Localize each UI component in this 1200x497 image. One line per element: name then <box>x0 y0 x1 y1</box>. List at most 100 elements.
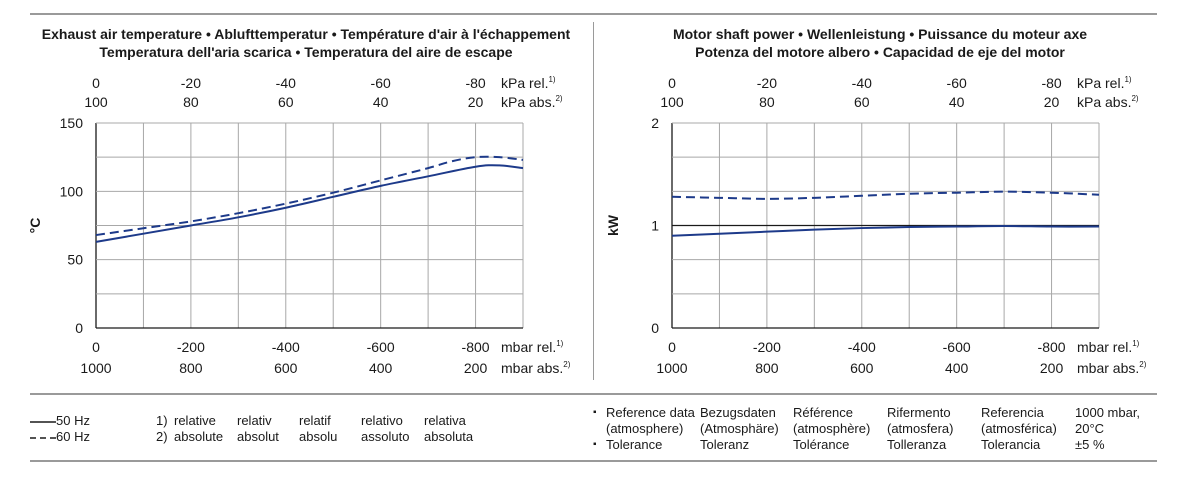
chart-title-line-0: Exhaust air temperature • Ablufttemperat… <box>42 26 571 42</box>
top-tick-abs: 100 <box>660 94 684 110</box>
series-line-60hz <box>671 190 1100 200</box>
series-line-50hz <box>671 225 1100 237</box>
top-tick-rel: -80 <box>1041 75 1061 91</box>
legend-60hz-label: 60 Hz <box>56 429 90 444</box>
y-tick-label: 2 <box>651 115 659 131</box>
bottom-unit-abs: mbar abs.2) <box>501 360 571 376</box>
chart-title-line-1: Temperatura dell'aria scarica • Temperat… <box>99 44 512 60</box>
dashed-line-swatch <box>30 436 56 439</box>
bottom-unit-abs: mbar abs.2) <box>1077 360 1147 376</box>
chart-title-line-0: Motor shaft power • Wellenleistung • Pui… <box>673 26 1087 42</box>
top-tick-abs: 40 <box>949 94 965 110</box>
bottom-tick-rel: -200 <box>753 339 781 355</box>
legend: 50 Hz 60 Hz 1) relative relativ relatif … <box>30 405 1180 453</box>
top-tick-rel: -60 <box>947 75 967 91</box>
bottom-tick-abs: 600 <box>850 360 874 376</box>
bottom-tick-rel: 0 <box>92 339 100 355</box>
y-tick-label: 150 <box>60 115 84 131</box>
reference-en-3: Tolerance <box>606 437 663 452</box>
series-line-60hz <box>95 155 524 237</box>
reference-it-1: Rifermento <box>887 405 951 420</box>
top-tick-rel: -20 <box>757 75 777 91</box>
bottom-rule <box>30 460 1157 462</box>
footnote-1-number: 1) <box>156 413 168 428</box>
bottom-tick-rel: -200 <box>177 339 205 355</box>
footnote-1-en: relative <box>174 413 216 428</box>
footnote-2-fr: absolu <box>299 429 338 444</box>
reference-fr-2: (atmosphère) <box>793 421 871 436</box>
bottom-tick-abs: 800 <box>755 360 779 376</box>
footnote-1-de: relativ <box>237 413 272 428</box>
reference-bullet-1: ▪ <box>593 407 597 418</box>
footnote-2-de: absolut <box>237 429 279 444</box>
top-tick-abs: 80 <box>183 94 199 110</box>
bottom-tick-rel: -600 <box>943 339 971 355</box>
reference-de-2: (Atmosphäre) <box>700 421 779 436</box>
chart-title-line-1: Potenza del motore albero • Capacidad de… <box>695 44 1065 60</box>
bottom-unit-rel: mbar rel.1) <box>1077 339 1140 355</box>
footnote-2-es: absoluta <box>424 429 474 444</box>
top-tick-rel: -40 <box>852 75 872 91</box>
bottom-unit-rel: mbar rel.1) <box>501 339 564 355</box>
bottom-tick-abs: 400 <box>369 360 393 376</box>
top-tick-rel: -60 <box>371 75 391 91</box>
middle-rule <box>30 393 1157 395</box>
footnote-1-it: relativo <box>361 413 403 428</box>
reference-es-1: Referencia <box>981 405 1044 420</box>
top-tick-rel: -80 <box>465 75 485 91</box>
top-unit-rel: kPa rel.1) <box>501 75 556 91</box>
reference-es-3: Tolerancia <box>981 437 1041 452</box>
y-tick-label: 0 <box>651 320 659 336</box>
footnote-2-it: assoluto <box>361 429 410 444</box>
reference-es-2: (atmosférica) <box>981 421 1057 436</box>
top-tick-abs: 20 <box>1044 94 1060 110</box>
series-line-50hz <box>95 164 524 243</box>
panel-divider <box>593 22 594 380</box>
y-tick-label: 1 <box>651 218 659 234</box>
footnote-2-number: 2) <box>156 429 168 444</box>
legend-50hz-label: 50 Hz <box>56 413 90 428</box>
bottom-tick-rel: -800 <box>462 339 490 355</box>
top-tick-abs: 60 <box>278 94 294 110</box>
bottom-tick-rel: -600 <box>367 339 395 355</box>
reference-de-3: Toleranz <box>700 437 750 452</box>
top-tick-abs: 60 <box>854 94 870 110</box>
solid-line-swatch <box>30 420 56 423</box>
bottom-tick-abs: 1000 <box>80 360 111 376</box>
reference-value-3: ±5 % <box>1075 437 1105 452</box>
bottom-tick-abs: 1000 <box>656 360 687 376</box>
bottom-tick-abs: 400 <box>945 360 969 376</box>
bottom-tick-abs: 600 <box>274 360 298 376</box>
reference-fr-1: Référence <box>793 405 853 420</box>
reference-value-1: 1000 mbar, <box>1075 405 1141 420</box>
top-tick-rel: -20 <box>181 75 201 91</box>
bottom-tick-rel: -400 <box>272 339 300 355</box>
top-unit-rel: kPa rel.1) <box>1077 75 1132 91</box>
legend-50hz: 50 Hz <box>30 413 90 429</box>
top-unit-abs: kPa abs.2) <box>501 94 563 110</box>
bottom-tick-rel: -400 <box>848 339 876 355</box>
reference-value-2: 20°C <box>1075 421 1105 436</box>
top-tick-abs: 80 <box>759 94 775 110</box>
reference-fr-3: Tolérance <box>793 437 850 452</box>
y-axis-label: kW <box>605 214 621 236</box>
bottom-tick-rel: 0 <box>668 339 676 355</box>
reference-bullet-2: ▪ <box>593 439 597 450</box>
top-tick-abs: 100 <box>84 94 108 110</box>
y-axis-label: °C <box>27 218 43 234</box>
chart-panel-0: Exhaust air temperature • Ablufttemperat… <box>27 26 571 376</box>
legend-60hz: 60 Hz <box>30 429 90 445</box>
y-tick-label: 0 <box>75 320 83 336</box>
top-tick-rel: 0 <box>668 75 676 91</box>
chart-panel-1: Motor shaft power • Wellenleistung • Pui… <box>605 26 1147 376</box>
y-tick-label: 50 <box>67 252 83 268</box>
top-rule <box>30 13 1157 15</box>
reference-it-2: (atmosfera) <box>887 421 954 436</box>
top-tick-rel: 0 <box>92 75 100 91</box>
bottom-tick-abs: 200 <box>1040 360 1064 376</box>
top-tick-abs: 40 <box>373 94 389 110</box>
reference-it-3: Tolleranza <box>887 437 947 452</box>
y-tick-label: 100 <box>60 183 84 199</box>
top-unit-abs: kPa abs.2) <box>1077 94 1139 110</box>
top-tick-abs: 20 <box>468 94 484 110</box>
